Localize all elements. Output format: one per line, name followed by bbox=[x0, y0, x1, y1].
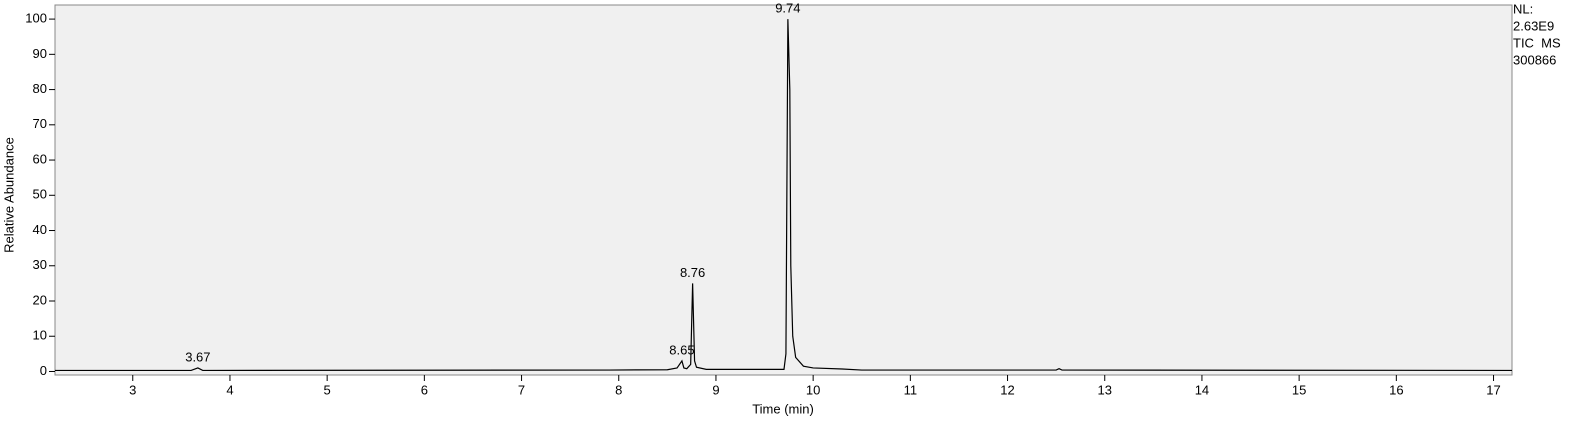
y-tick-label: 90 bbox=[33, 46, 47, 61]
peak-label: 3.67 bbox=[185, 349, 210, 364]
peak-label: 8.65 bbox=[669, 342, 694, 357]
peak-label: 8.76 bbox=[680, 265, 705, 280]
trace bbox=[55, 19, 1513, 372]
y-axis-label: Relative Abundance bbox=[1, 137, 16, 253]
y-tick-label: 20 bbox=[33, 292, 47, 307]
x-tick-label: 16 bbox=[1389, 382, 1403, 397]
x-tick-label: 4 bbox=[226, 382, 233, 397]
y-tick-label: 80 bbox=[33, 81, 47, 96]
x-axis-label: Time (min) bbox=[752, 401, 814, 416]
info-text: 300866 bbox=[1513, 52, 1556, 67]
x-tick-label: 6 bbox=[421, 382, 428, 397]
info-text: TIC MS bbox=[1513, 35, 1561, 50]
y-tick-label: 50 bbox=[33, 187, 47, 202]
x-tick-label: 11 bbox=[904, 382, 918, 397]
y-tick-label: 70 bbox=[33, 116, 47, 131]
info-text: 2.63E9 bbox=[1513, 18, 1554, 33]
y-tick-label: 30 bbox=[33, 257, 47, 272]
y-tick-label: 60 bbox=[33, 151, 47, 166]
x-tick-label: 13 bbox=[1098, 382, 1112, 397]
x-tick-label: 17 bbox=[1486, 382, 1500, 397]
x-tick-label: 3 bbox=[129, 382, 136, 397]
x-tick-label: 12 bbox=[1000, 382, 1014, 397]
y-tick-label: 10 bbox=[33, 328, 47, 343]
y-tick-label: 40 bbox=[33, 222, 47, 237]
info-text: NL: bbox=[1513, 1, 1533, 16]
x-tick-label: 15 bbox=[1292, 382, 1306, 397]
x-tick-label: 5 bbox=[324, 382, 331, 397]
x-tick-label: 8 bbox=[615, 382, 622, 397]
plot-area bbox=[54, 4, 1513, 376]
x-tick-label: 7 bbox=[518, 382, 525, 397]
peak-label: 9.74 bbox=[775, 1, 800, 16]
x-tick-label: 14 bbox=[1195, 382, 1209, 397]
x-tick-label: 9 bbox=[712, 382, 719, 397]
x-tick-label: 10 bbox=[806, 382, 820, 397]
y-tick-label: 0 bbox=[40, 363, 47, 378]
y-tick-label: 100 bbox=[25, 11, 47, 26]
